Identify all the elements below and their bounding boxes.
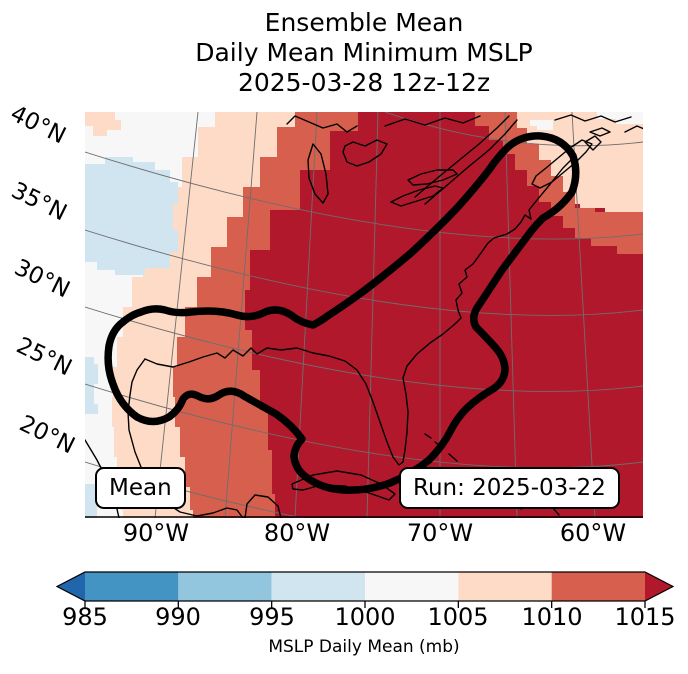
colorbar-tick-label: 1005	[427, 603, 489, 631]
map-plot	[85, 112, 643, 518]
region-ne-mslp-1010-1015	[475, 112, 643, 254]
colorbar-tick-label: 995	[249, 603, 295, 631]
region-ne-mslp-1000-1005	[530, 112, 643, 130]
colorbar-tick-label: 985	[62, 603, 108, 631]
region-nw-mslp-1005-1010	[85, 112, 121, 136]
title-line-1: Ensemble Mean	[264, 8, 464, 37]
colorbar-right-arrow	[645, 572, 673, 601]
colorbar-left-arrow	[57, 572, 85, 601]
title-line-3: 2025-03-28 12z-12z	[237, 68, 491, 97]
colorbar-seg-1000-1005	[365, 572, 459, 601]
colorbar-tick-label: 990	[155, 603, 201, 631]
colorbar-ticks	[84, 601, 646, 608]
latitude-tick-label: 20°N	[15, 410, 79, 460]
colorbar-tick-label: 1015	[614, 603, 676, 631]
region-mslp-995-1000	[85, 157, 178, 518]
colorbar-seg-1005-1010	[458, 572, 552, 601]
latitude-tick-label: 30°N	[10, 254, 74, 304]
colorbar	[55, 571, 675, 608]
colorbar-seg-985-990	[85, 572, 179, 601]
title-line-2: Daily Mean Minimum MSLP	[195, 38, 533, 67]
longitude-tick-label: 90°W	[122, 519, 190, 547]
colorbar-seg-990-995	[178, 572, 272, 601]
colorbar-seg-995-1000	[271, 572, 365, 601]
colorbar-tick-label: 1000	[334, 603, 396, 631]
colorbar-axis-label: MSLP Daily Mean (mb)	[268, 637, 460, 657]
longitude-tick-label: 70°W	[406, 519, 474, 547]
latitude-tick-label: 35°N	[7, 177, 71, 227]
latitude-tick-label: 25°N	[12, 332, 76, 382]
longitude-tick-label: 80°W	[263, 519, 331, 547]
latitude-tick-label: 40°N	[6, 100, 70, 150]
colorbar-seg-1010-1015	[551, 572, 645, 601]
longitude-tick-label: 60°W	[559, 519, 627, 547]
colorbar-tick-label: 1010	[521, 603, 583, 631]
mean-contour	[104, 132, 580, 494]
run-annotation-box: Run: 2025-03-22	[399, 467, 620, 509]
mean-annotation-box: Mean	[95, 467, 186, 509]
